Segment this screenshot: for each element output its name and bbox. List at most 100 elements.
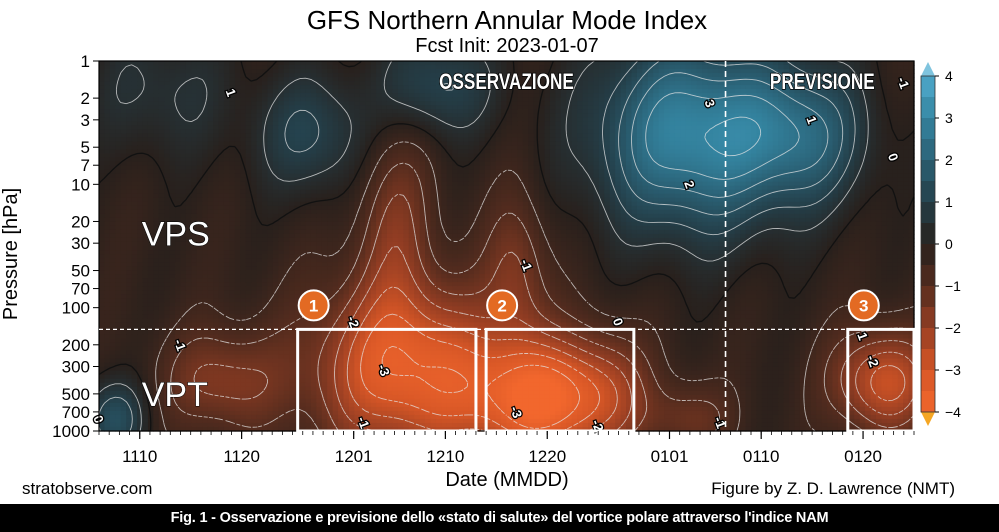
heatmap-cell <box>185 69 192 74</box>
heatmap-cell <box>810 173 817 179</box>
heatmap-cell <box>245 121 252 126</box>
heatmap-cell <box>680 161 687 167</box>
heatmap-cell <box>848 61 855 66</box>
heatmap-cell <box>810 181 817 187</box>
heatmap-cell <box>158 181 165 187</box>
heatmap-cell <box>348 189 355 195</box>
heatmap-cell <box>370 117 377 122</box>
heatmap-cell <box>234 85 241 90</box>
heatmap-cell <box>626 65 633 70</box>
heatmap-cell <box>821 89 828 94</box>
heatmap-cell <box>386 153 393 159</box>
heatmap-cell <box>723 165 730 171</box>
heatmap-cell <box>142 157 149 163</box>
heatmap-cell <box>338 97 345 102</box>
heatmap-cell <box>408 61 415 66</box>
heatmap-cell <box>321 189 328 195</box>
heatmap-cell <box>267 93 274 98</box>
heatmap-cell <box>517 157 524 163</box>
heatmap-cell <box>892 105 899 110</box>
heatmap-cell <box>419 117 426 122</box>
heatmap-cell <box>740 177 747 183</box>
heatmap-cell <box>859 113 866 118</box>
heatmap-cell <box>397 189 404 195</box>
heatmap-cell <box>903 161 910 167</box>
heatmap-cell <box>620 141 627 147</box>
heatmap-cell <box>691 117 698 122</box>
heatmap-cell <box>115 65 122 70</box>
heatmap-cell <box>702 129 709 134</box>
heatmap-cell <box>386 105 393 110</box>
heatmap-cell <box>609 125 616 130</box>
heatmap-cell <box>827 73 834 78</box>
heatmap-cell <box>729 61 736 66</box>
heatmap-cell <box>886 61 893 66</box>
heatmap-cell <box>571 105 578 110</box>
heatmap-cell <box>522 137 529 143</box>
heatmap-cell <box>582 113 589 118</box>
heatmap-cell <box>207 137 214 143</box>
heatmap-cell <box>310 113 317 118</box>
heatmap-cell <box>343 117 350 122</box>
heatmap-cell <box>696 181 703 187</box>
heatmap-cell <box>903 133 910 139</box>
heatmap-cell <box>827 109 834 114</box>
heatmap-cell <box>289 105 296 110</box>
heatmap-cell <box>180 169 187 175</box>
heatmap-cell <box>674 101 681 106</box>
heatmap-cell <box>397 73 404 78</box>
heatmap-cell <box>588 129 595 134</box>
heatmap-cell <box>218 73 225 78</box>
heatmap-cell <box>267 125 274 130</box>
heatmap-cell <box>256 69 263 74</box>
heatmap-cell <box>289 149 296 155</box>
heatmap-cell <box>805 129 812 134</box>
heatmap-cell <box>338 133 345 139</box>
heatmap-cell <box>446 165 453 171</box>
heatmap-cell <box>267 81 274 86</box>
heatmap-cell <box>522 125 529 130</box>
heatmap-cell <box>414 181 421 187</box>
heatmap-cell <box>669 177 676 183</box>
heatmap-cell <box>397 101 404 106</box>
heatmap-cell <box>881 185 888 191</box>
heatmap-cell <box>533 69 540 74</box>
heatmap-cell <box>799 177 806 183</box>
heatmap-cell <box>511 149 518 155</box>
heatmap-cell <box>153 89 160 94</box>
heatmap-cell <box>446 73 453 78</box>
heatmap-cell <box>316 153 323 159</box>
heatmap-cell <box>300 177 307 183</box>
heatmap-cell <box>435 157 442 163</box>
heatmap-cell <box>397 97 404 102</box>
heatmap-cell <box>267 185 274 191</box>
heatmap-cell <box>99 145 106 151</box>
heatmap-cell <box>848 97 855 102</box>
heatmap-cell <box>484 153 491 159</box>
heatmap-cell <box>131 177 138 183</box>
heatmap-cell <box>240 101 247 106</box>
heatmap-cell <box>870 165 877 171</box>
heatmap-cell <box>903 157 910 163</box>
heatmap-cell <box>316 109 323 114</box>
heatmap-cell <box>245 193 252 199</box>
heatmap-cell <box>501 109 508 114</box>
heatmap-cell <box>338 125 345 130</box>
heatmap-cell <box>452 81 459 86</box>
heatmap-cell <box>664 85 671 90</box>
heatmap-cell <box>761 61 768 66</box>
heatmap-cell <box>669 77 676 82</box>
heatmap-cell <box>137 161 144 167</box>
heatmap-cell <box>240 193 247 199</box>
heatmap-cell <box>506 105 513 110</box>
heatmap-cell <box>300 129 307 134</box>
heatmap-cell <box>799 81 806 86</box>
heatmap-cell <box>180 93 187 98</box>
heatmap-cell <box>799 153 806 159</box>
heatmap-cell <box>745 177 752 183</box>
heatmap-cell <box>131 173 138 179</box>
heatmap-cell <box>104 165 111 171</box>
heatmap-cell <box>870 145 877 151</box>
heatmap-cell <box>175 133 182 139</box>
heatmap-cell <box>539 117 546 122</box>
